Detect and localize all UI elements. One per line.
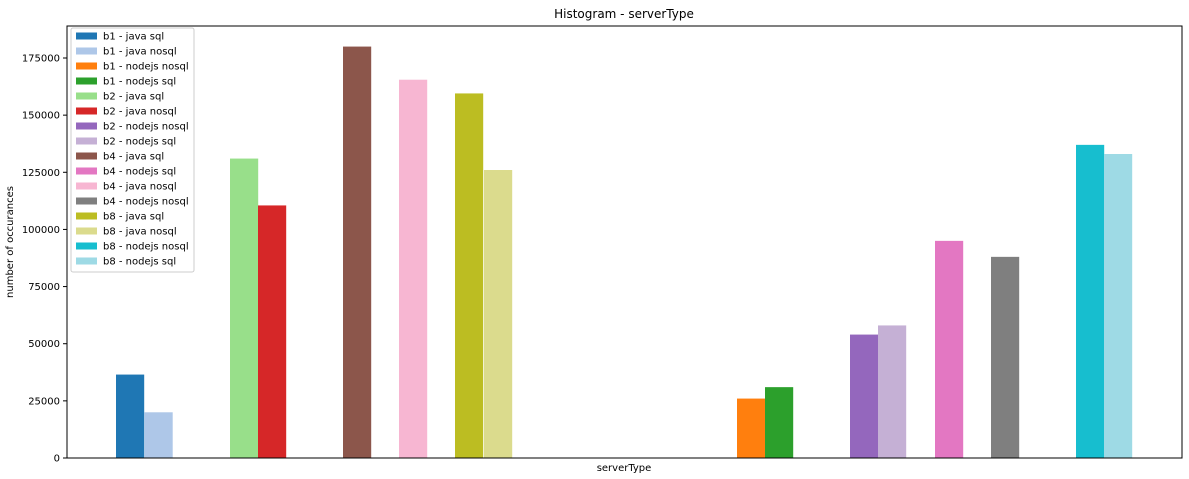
bar-b8-java-nosql bbox=[484, 170, 513, 458]
chart-title: Histogram - serverType bbox=[554, 7, 694, 21]
legend-swatch-b8-java-nosql bbox=[76, 227, 97, 235]
y-tick-label: 100000 bbox=[22, 225, 60, 236]
legend-swatch-b8-nodejs-sql bbox=[76, 257, 97, 265]
legend-label-b4-java-sql: b4 - java sql bbox=[103, 152, 164, 163]
legend-swatch-b2-nodejs-sql bbox=[76, 137, 97, 145]
legend-swatch-b4-nodejs-nosql bbox=[76, 197, 97, 205]
legend-label-b1-nodejs-nosql: b1 - nodejs nosql bbox=[103, 62, 189, 73]
y-tick-label: 150000 bbox=[22, 111, 60, 122]
legend-frame bbox=[70, 27, 195, 273]
bar-b1-nodejs-nosql bbox=[737, 398, 766, 458]
bar-b2-java-sql bbox=[230, 158, 259, 459]
y-axis-label: number of occurances bbox=[5, 186, 16, 298]
y-axis-ticks: 0 25000 50000 75000 100000 125000 150000 175000 bbox=[22, 54, 67, 465]
bars-group bbox=[116, 46, 1133, 459]
y-tick-label: 50000 bbox=[28, 339, 60, 350]
legend-label-b2-nodejs-nosql: b2 - nodejs nosql bbox=[103, 122, 189, 133]
legend-label-b8-nodejs-nosql: b8 - nodejs nosql bbox=[103, 242, 189, 253]
bar-b2-java-nosql bbox=[258, 205, 287, 458]
legend-swatch-b2-nodejs-nosql bbox=[76, 122, 97, 130]
legend-swatch-b2-java-sql bbox=[76, 92, 97, 100]
y-tick-label: 0 bbox=[54, 454, 60, 465]
bar-b8-java-sql bbox=[455, 93, 484, 458]
bar-b4-java-nosql bbox=[399, 79, 428, 458]
legend: b1 - java sql b1 - java nosql b1 - nodejs … bbox=[70, 27, 195, 273]
y-tick-label: 175000 bbox=[22, 54, 60, 65]
legend-label-b4-nodejs-nosql: b4 - nodejs nosql bbox=[103, 197, 189, 208]
legend-swatch-b8-java-sql bbox=[76, 212, 97, 220]
legend-label-b8-java-nosql: b8 - java nosql bbox=[103, 227, 177, 238]
plot-frame bbox=[66, 25, 1183, 459]
bar-b2-nodejs-nosql bbox=[850, 334, 879, 458]
bar-b8-nodejs-nosql bbox=[1076, 144, 1105, 458]
y-tick-label: 75000 bbox=[28, 282, 60, 293]
legend-swatch-b1-java-nosql bbox=[76, 47, 97, 55]
legend-label-b8-nodejs-sql: b8 - nodejs sql bbox=[103, 257, 176, 268]
legend-label-b8-java-sql: b8 - java sql bbox=[103, 212, 164, 223]
bar-b2-nodejs-sql bbox=[878, 325, 907, 458]
legend-swatch-b8-nodejs-nosql bbox=[76, 242, 97, 250]
bar-b1-java-nosql bbox=[144, 412, 173, 458]
legend-swatch-b1-nodejs-sql bbox=[76, 77, 97, 85]
legend-swatch-b4-nodejs-sql bbox=[76, 167, 97, 175]
bar-b4-nodejs-nosql bbox=[991, 256, 1020, 458]
legend-label-b4-java-nosql: b4 - java nosql bbox=[103, 182, 177, 193]
legend-label-b1-java-nosql: b1 - java nosql bbox=[103, 47, 177, 58]
legend-swatch-b4-java-nosql bbox=[76, 182, 97, 190]
legend-label-b2-java-nosql: b2 - java nosql bbox=[103, 107, 177, 118]
y-tick-label: 25000 bbox=[28, 396, 60, 407]
legend-swatch-b4-java-sql bbox=[76, 152, 97, 160]
legend-label-b2-java-sql: b2 - java sql bbox=[103, 92, 164, 103]
bar-b1-nodejs-sql bbox=[765, 387, 794, 458]
x-axis-label: serverType bbox=[597, 463, 652, 474]
legend-swatch-b1-java-sql bbox=[76, 32, 97, 40]
legend-label-b1-nodejs-sql: b1 - nodejs sql bbox=[103, 77, 176, 88]
legend-label-b2-nodejs-sql: b2 - nodejs sql bbox=[103, 137, 176, 148]
y-tick-label: 125000 bbox=[22, 168, 60, 179]
bar-b1-java-sql bbox=[116, 374, 145, 458]
bar-b4-nodejs-sql bbox=[935, 240, 964, 458]
legend-swatch-b2-java-nosql bbox=[76, 107, 97, 115]
legend-label-b1-java-sql: b1 - java sql bbox=[103, 32, 164, 43]
legend-swatch-b1-nodejs-nosql bbox=[76, 62, 97, 70]
legend-label-b4-nodejs-sql: b4 - nodejs sql bbox=[103, 167, 176, 178]
bar-b8-nodejs-sql bbox=[1104, 154, 1133, 458]
bar-b4-java-sql bbox=[343, 46, 372, 458]
